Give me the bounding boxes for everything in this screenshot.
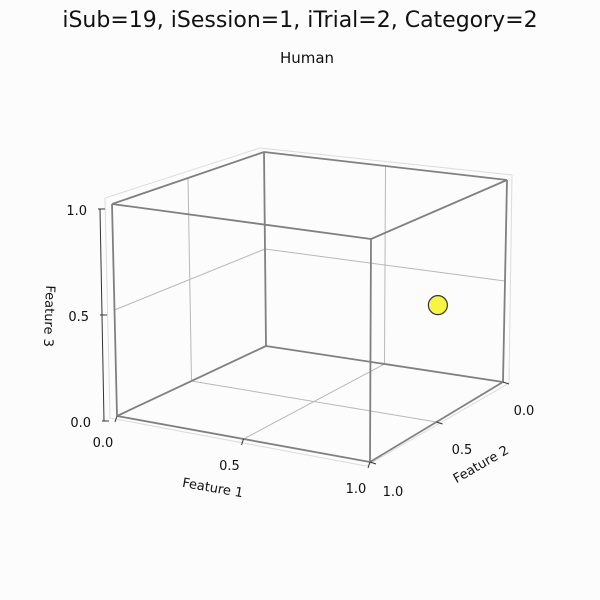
x-tick-label: 0.5	[219, 459, 240, 474]
x-tick-label: 1.0	[346, 482, 367, 497]
box-edge	[502, 179, 508, 383]
chart-title: Human	[279, 49, 335, 67]
x-tick-mark	[114, 415, 118, 423]
z-tick-label: 0.5	[68, 310, 89, 325]
pane-edge	[109, 417, 367, 467]
y-tick-mark	[502, 381, 510, 385]
grid-line	[187, 177, 192, 382]
box-edge	[263, 151, 508, 181]
y-tick-mark	[369, 461, 377, 465]
pane-edge	[259, 147, 513, 176]
y-tick-label: 0.0	[514, 404, 535, 419]
y-tick-mark	[436, 421, 443, 425]
scatter-point	[427, 295, 448, 316]
box-edge	[263, 151, 267, 347]
x-axis-label: Feature 1	[181, 476, 244, 501]
box-edge	[265, 345, 504, 383]
y-tick-label: 0.5	[452, 443, 473, 458]
box-edge	[370, 179, 508, 240]
data-points	[427, 295, 448, 316]
box-edge	[369, 238, 372, 463]
axis-ticks: 0.00.51.0 1.00.50.00.00.51.0	[66, 204, 534, 500]
z-axis-label: Feature 3	[40, 285, 57, 347]
box-edge	[111, 151, 265, 205]
grid-lines	[104, 147, 513, 467]
grid-line	[384, 165, 386, 365]
z-tick-label: 1.0	[66, 204, 87, 219]
pane-edge	[365, 382, 510, 467]
box-edge	[116, 345, 267, 417]
pane-edge	[104, 147, 261, 199]
x-tick-label: 0.0	[93, 436, 114, 451]
pane-edge	[508, 174, 513, 384]
figure-title: iSub=19, iSession=1, iTrial=2, Category=…	[62, 8, 538, 33]
x-tick-mark	[367, 461, 371, 469]
grid-line	[191, 380, 437, 423]
box-edge	[111, 203, 372, 240]
y-tick-label: 1.0	[383, 485, 404, 500]
z-tick-label: 0.0	[70, 416, 91, 431]
pane-edge	[104, 197, 111, 419]
x-tick-mark	[241, 438, 244, 446]
box-edge	[111, 203, 118, 417]
